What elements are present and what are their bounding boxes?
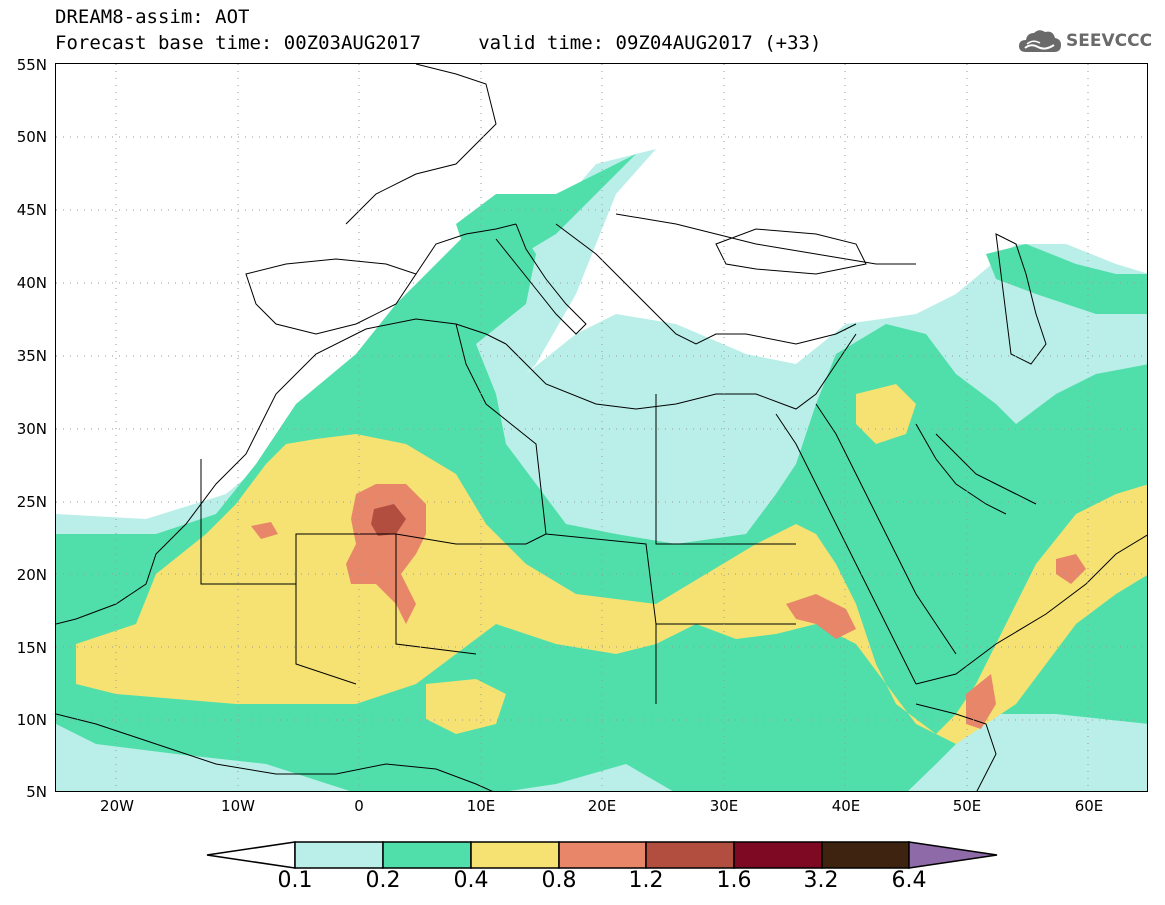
aot-level-1.2 [371, 504, 406, 536]
lat-label: 35N [16, 347, 47, 365]
colorbar-label: 3.2 [803, 868, 839, 893]
aot-level-0.2-caspian [986, 244, 1147, 314]
map-panel [55, 63, 1148, 792]
lon-label: 20E [587, 797, 617, 815]
aot-level-0.4-arabia [856, 384, 916, 444]
lat-label: 5N [26, 783, 47, 801]
aot-level-0.8-mauritania [251, 522, 278, 539]
colorbar-swatch [470, 841, 560, 869]
lon-label: 20W [100, 797, 134, 815]
lon-label: 40E [831, 797, 861, 815]
lon-label: 0 [354, 797, 364, 815]
title-line-2: Forecast base time: 00Z03AUG2017 valid t… [55, 32, 822, 54]
colorbar-label: 1.6 [716, 868, 752, 893]
colorbar-high-triangle [908, 841, 998, 869]
colorbar-swatch [821, 841, 910, 869]
colorbar-label: 0.1 [277, 868, 313, 893]
colorbar-swatch [733, 841, 823, 869]
lat-label: 25N [16, 493, 47, 511]
lat-label: 20N [16, 566, 47, 584]
lat-label: 45N [16, 201, 47, 219]
lat-lon-grid [56, 64, 1147, 791]
colorbar-swatch [382, 841, 472, 869]
lat-label: 10N [16, 711, 47, 729]
aot-level-0.2-north [456, 154, 636, 284]
lon-label: 50E [952, 797, 982, 815]
lat-label: 30N [16, 420, 47, 438]
title-line-1: DREAM8-assim: AOT [55, 6, 250, 28]
colorbar-label: 0.4 [453, 868, 489, 893]
aot-level-0.4 [76, 434, 1147, 744]
colorbar-swatch [294, 841, 384, 869]
lon-label: 10E [466, 797, 496, 815]
colorbar-label: 0.2 [365, 868, 401, 893]
aot-level-0.8-somalia [966, 674, 996, 729]
aot-level-0.8-ethiopia [786, 594, 856, 639]
logo-text: SEEVCCC [1066, 31, 1153, 51]
aot-level-0.8-oman [1056, 554, 1086, 584]
colorbar-low-triangle [206, 841, 296, 869]
lon-label: 10W [221, 797, 255, 815]
colorbar-label: 0.8 [541, 868, 577, 893]
aot-level-0.4-nigeria [426, 679, 506, 734]
lat-label: 15N [16, 639, 47, 657]
lat-label: 55N [16, 56, 47, 74]
colorbar-label: 1.2 [628, 868, 664, 893]
colorbar [206, 841, 998, 869]
lon-label: 60E [1074, 797, 1104, 815]
cloud-icon [1019, 30, 1061, 52]
lat-label: 50N [16, 128, 47, 146]
lat-label: 40N [16, 274, 47, 292]
lon-label: 30E [709, 797, 739, 815]
colorbar-swatch [645, 841, 735, 869]
coastlines-borders [56, 64, 1147, 791]
seevccc-logo: SEEVCCC [1018, 26, 1152, 56]
colorbar-swatch [558, 841, 647, 869]
aot-map [56, 64, 1147, 791]
colorbar-label: 6.4 [891, 868, 927, 893]
